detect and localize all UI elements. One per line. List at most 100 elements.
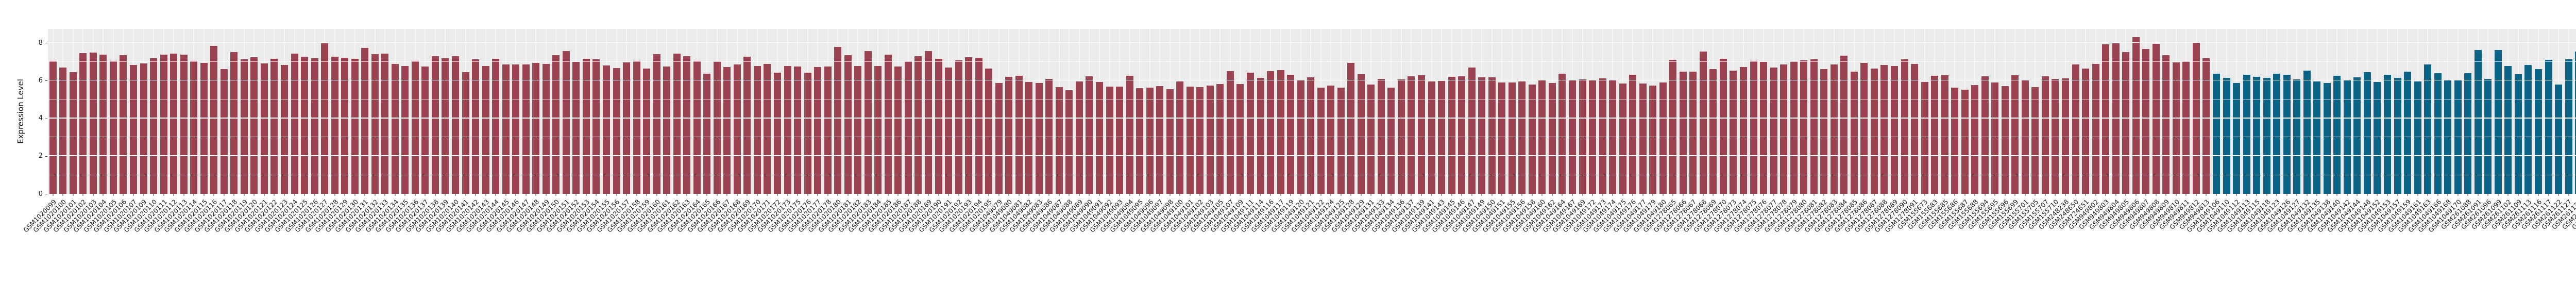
x-tick-mark xyxy=(747,194,748,196)
bar xyxy=(1488,77,1496,194)
x-tick-mark xyxy=(2437,194,2438,196)
bar xyxy=(1951,88,1959,194)
sample-slot: GSM1049136 xyxy=(1370,29,1406,234)
sample-slot: GSM1278075 xyxy=(1722,29,1759,234)
sample-slot: GSM1020146 xyxy=(484,29,521,234)
sample-slot: GSM949805 xyxy=(2097,29,2131,231)
sample-slot: GSM1020193 xyxy=(937,29,974,234)
bar xyxy=(1458,76,1466,194)
sample-slot: GSM1020131 xyxy=(333,29,370,234)
bar xyxy=(1116,86,1124,194)
bar xyxy=(2253,77,2261,194)
bar xyxy=(1086,76,1093,194)
sample-slot: GSM1020123 xyxy=(253,29,290,234)
bar xyxy=(1397,79,1405,194)
sample-slot: GSM1278070 xyxy=(1692,29,1728,234)
bar xyxy=(1589,79,1597,194)
sample-slot: GSM1049097 xyxy=(1128,29,1165,234)
sample-slot: GSM1049179 xyxy=(1621,29,1658,234)
x-tick-mark xyxy=(2568,194,2569,196)
sample-slot: GSM1020113 xyxy=(152,29,189,234)
sample-slot: GSM261091 xyxy=(2450,29,2483,231)
bar xyxy=(2514,74,2522,194)
sample-slot: GSM155705 xyxy=(2007,29,2041,231)
x-tick-mark xyxy=(2397,194,2398,196)
x-tick-mark xyxy=(1109,194,1110,196)
bar xyxy=(592,59,600,194)
sample-slot: GSM1049152 xyxy=(2346,29,2383,234)
bar xyxy=(502,64,510,194)
bar xyxy=(1558,73,1566,194)
sample-slot: GSM1049157 xyxy=(2366,29,2403,234)
bar xyxy=(985,69,993,194)
x-tick-mark xyxy=(2246,194,2247,196)
sample-slot: GSM1020102 xyxy=(52,29,89,234)
sample-slot: GSM1049102 xyxy=(1168,29,1206,234)
bar xyxy=(1357,74,1365,194)
bar xyxy=(69,72,77,194)
bar xyxy=(2072,64,2079,194)
sample-slot: GSM1278087 xyxy=(1843,29,1879,234)
bar xyxy=(1377,78,1385,194)
sample-slot: GSM1020161 xyxy=(635,29,672,234)
sample-slot: GSM1020106 xyxy=(92,29,129,234)
sample-slot: GSM1049091 xyxy=(1068,29,1105,234)
bar xyxy=(1216,84,1224,194)
sample-slot: GSM1020125 xyxy=(273,29,310,234)
bar xyxy=(311,58,318,194)
bar xyxy=(784,66,791,194)
bar xyxy=(1196,87,1204,194)
sample-slot: GSM1020144 xyxy=(464,29,501,234)
x-tick-mark xyxy=(767,194,768,196)
sample-slot: GSM1049119 xyxy=(1259,29,1296,234)
bar xyxy=(1448,77,1455,194)
bar xyxy=(2545,60,2552,194)
bar xyxy=(1740,67,1748,194)
bar xyxy=(1156,86,1164,194)
x-tick-mark xyxy=(1602,194,1603,196)
bar xyxy=(150,58,158,194)
sample-slot: GSM1049117 xyxy=(1249,29,1286,234)
sample-slot: GSM1049153 xyxy=(2356,29,2393,234)
bar xyxy=(301,56,309,194)
x-tick-mark xyxy=(1964,194,1965,196)
sample-slot: GSM1049081 xyxy=(988,29,1024,234)
sample-slot: GSM1049172 xyxy=(1561,29,1598,234)
sample-slot: GSM1049151 xyxy=(1470,29,1507,234)
x-tick-mark xyxy=(636,194,637,196)
bar xyxy=(2031,87,2039,194)
bar xyxy=(2454,80,2462,194)
bar xyxy=(1297,80,1304,194)
bar xyxy=(1931,76,1939,194)
x-tick-mark xyxy=(1773,194,1774,196)
bar xyxy=(1438,81,1446,194)
bar xyxy=(572,61,580,194)
sample-slot: GSM1020175 xyxy=(766,29,803,234)
sample-slot: GSM1049109 xyxy=(1209,29,1246,234)
bar xyxy=(2243,74,2250,194)
bar xyxy=(2192,42,2200,194)
bar xyxy=(240,59,248,194)
sample-slot: GSM1278073 xyxy=(1702,29,1739,234)
bar xyxy=(1961,90,1969,194)
bar xyxy=(1750,61,1757,194)
bar xyxy=(663,67,671,194)
sample-slot: GSM1049087 xyxy=(1028,29,1064,234)
sample-slot: GSM1049131 xyxy=(1340,29,1377,234)
bar xyxy=(1337,88,1345,194)
sample-slot: GSM1020139 xyxy=(414,29,451,234)
sample-slot: GSM1049086 xyxy=(1018,29,1055,234)
sample-slot: GSM1049146 xyxy=(1430,29,1467,234)
bar xyxy=(2353,77,2361,194)
bar xyxy=(2414,81,2421,194)
sample-slot: GSM1020141 xyxy=(434,29,471,234)
x-tick-mark xyxy=(123,194,124,196)
bar xyxy=(2343,80,2351,194)
bar xyxy=(1659,82,1667,194)
sample-slot: GSM1020137 xyxy=(394,29,431,234)
bar xyxy=(1880,65,1888,194)
sample-slot: GSM1020183 xyxy=(837,29,873,234)
sample-slot: GSM1278081 xyxy=(1783,29,1819,234)
bar xyxy=(1709,69,1717,194)
sample-slot: GSM1020163 xyxy=(655,29,692,234)
